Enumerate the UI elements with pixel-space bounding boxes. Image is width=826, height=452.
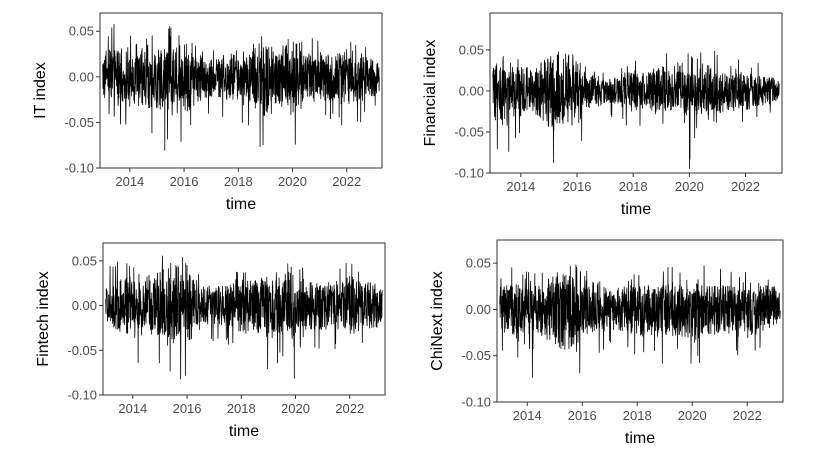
y-tick-label: 0.05 [69,24,94,39]
series-line-chinext-index [499,264,781,378]
x-tick-label: 2014 [118,401,147,416]
x-axis-title: time [621,201,651,218]
plot-border [489,12,783,174]
series-line-it-index [102,23,380,151]
x-tick-label: 2018 [227,401,256,416]
y-axis-title: Fintech index [35,271,52,366]
y-tick-label: 0.00 [466,302,491,317]
y-tick-label: -0.05 [64,115,94,130]
y-tick-label: -0.10 [461,395,491,410]
panels: -0.10 -0.05 0.00 0.05 2014 2016 2018 2020 2022 ti… [32,12,784,447]
x-axis-title: time [226,196,256,213]
y-tick-label: -0.10 [67,388,97,403]
x-tick-label: 2014 [115,174,144,189]
chart-panel-fintech-index: -0.10 -0.05 0.00 0.05 2014 2016 2018 2020 2022 ti… [35,242,386,440]
series-line-financial-index [492,50,780,169]
x-tick-label: 2018 [623,408,652,423]
plot-border [99,12,383,169]
x-tick-label: 2022 [733,408,762,423]
x-axis-title: time [625,430,655,447]
x-tick-label: 2014 [513,408,542,423]
y-tick-label: -0.10 [64,161,94,176]
x-tick-label: 2020 [678,408,707,423]
y-axis-title: Financial index [422,40,439,147]
x-tick-label: 2016 [173,401,202,416]
x-tick-label: 2016 [563,179,592,194]
y-tick-label: 0.00 [72,298,97,313]
y-axis-title: IT index [32,62,49,119]
x-tick-label: 2022 [332,174,361,189]
plot-border [102,242,386,396]
chart-panel-chinext-index: -0.10 -0.05 0.00 0.05 2014 2016 2018 2020 2022 ti… [429,239,784,447]
y-tick-label: 0.00 [69,69,94,84]
y-tick-label: 0.00 [459,83,484,98]
x-tick-label: 2018 [619,179,648,194]
chart-panel-it-index: -0.10 -0.05 0.00 0.05 2014 2016 2018 2020 2022 ti… [32,12,383,213]
x-tick-label: 2016 [170,174,199,189]
y-tick-label: -0.05 [461,348,491,363]
series-line-fintech-index [105,255,383,380]
x-tick-label: 2016 [568,408,597,423]
x-axis-title: time [229,423,259,440]
y-tick-label: -0.05 [454,124,484,139]
y-axis-title: ChiNext index [429,271,446,371]
x-tick-label: 2020 [281,401,310,416]
y-tick-label: -0.10 [454,166,484,181]
x-tick-label: 2022 [731,179,760,194]
x-tick-label: 2022 [335,401,364,416]
plot-border [496,239,784,403]
x-tick-label: 2020 [278,174,307,189]
y-tick-label: -0.05 [67,343,97,358]
y-tick-label: 0.05 [72,253,97,268]
x-tick-label: 2014 [506,179,535,194]
chart-panel-financial-index: -0.10 -0.05 0.00 0.05 2014 2016 2018 2020 2022 ti… [422,12,783,218]
x-tick-label: 2020 [675,179,704,194]
y-tick-label: 0.05 [459,42,484,57]
y-tick-label: 0.05 [466,256,491,271]
x-tick-label: 2018 [224,174,253,189]
